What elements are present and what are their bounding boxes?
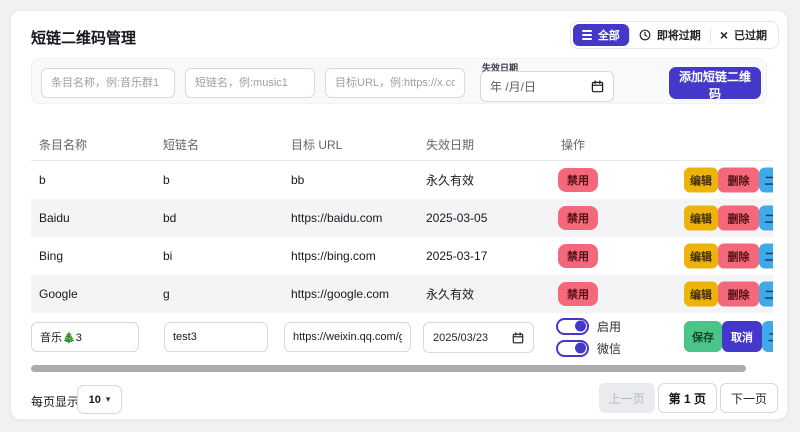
tab-all-label: 全部 [597, 30, 620, 42]
edit-url-input[interactable] [284, 322, 411, 352]
edit-button[interactable]: 编辑 [684, 167, 718, 193]
col-entry-name: 条目名称 [39, 138, 88, 152]
tab-expiring[interactable]: 即将过期 [630, 24, 710, 46]
entry-name: Baidu [39, 211, 70, 225]
disable-button[interactable]: 禁用 [558, 282, 598, 306]
qrcode-button[interactable]: 二维码 [759, 281, 773, 307]
target-url: https://bing.com [291, 249, 376, 263]
calendar-icon [512, 331, 524, 344]
enable-toggle[interactable]: 启用 [556, 315, 621, 337]
save-button[interactable]: 保存 [684, 321, 722, 352]
expiry-date: 永久有效 [426, 287, 475, 302]
tab-all[interactable]: 全部 [572, 24, 629, 46]
inline-edit-row: 2025/03/23 启用 微信 保存 取消 二维码 [31, 313, 773, 361]
edit-button[interactable]: 编辑 [684, 243, 718, 269]
toggle-on-icon [556, 339, 589, 357]
wechat-toggle-label: 微信 [597, 341, 622, 356]
enable-toggle-label: 启用 [597, 319, 622, 334]
filter-tabs: 全部 即将过期 × 已过期 [569, 21, 779, 49]
entry-name-input[interactable] [41, 68, 175, 98]
divider [628, 27, 630, 43]
clock-icon [639, 29, 651, 41]
entry-name: b [39, 173, 46, 187]
current-page-indicator: 第 1 页 [657, 383, 717, 413]
tab-expiring-label: 即将过期 [656, 30, 701, 42]
col-slug: 短链名 [163, 138, 200, 152]
scrollbar-thumb[interactable] [31, 365, 746, 372]
qrcode-button[interactable]: 二维码 [759, 167, 773, 193]
horizontal-scrollbar [31, 365, 773, 373]
entry-name: Google [39, 287, 78, 301]
delete-button[interactable]: 删除 [718, 167, 759, 193]
page-title: 短链二维码管理 [31, 30, 137, 47]
target-url-input[interactable] [325, 68, 465, 98]
row-actions: 编辑 删除 二维码 [684, 167, 773, 193]
menu-icon [581, 30, 592, 40]
shortlink-table: 条目名称 短链名 目标 URL 失效日期 操作 b b bb 永久有效 禁用 编… [31, 126, 773, 361]
prev-page-button[interactable]: 上一页 [598, 383, 655, 413]
tab-expired[interactable]: × 已过期 [711, 24, 776, 46]
table-row: b b bb 永久有效 禁用 编辑 删除 二维码 [31, 161, 773, 199]
add-form-bar: 失效日期 年 /月/日 添加短链二维码 [31, 58, 767, 104]
edit-actions: 保存 取消 二维码 [684, 321, 773, 352]
wechat-toggle[interactable]: 微信 [556, 337, 621, 359]
target-url: https://baidu.com [291, 211, 383, 225]
edit-toggles: 启用 微信 [556, 315, 621, 359]
edit-slug-input[interactable] [164, 322, 268, 352]
delete-button[interactable]: 删除 [718, 243, 759, 269]
tab-expired-label: 已过期 [734, 30, 767, 42]
slug-input[interactable] [185, 68, 315, 98]
per-page-select[interactable]: 10 ▾ [77, 385, 122, 414]
col-target-url: 目标 URL [291, 138, 343, 152]
row-actions: 编辑 删除 二维码 [684, 281, 773, 307]
add-shortlink-button[interactable]: 添加短链二维码 [669, 67, 761, 101]
table-row: Google g https://google.com 永久有效 禁用 编辑 删… [31, 275, 773, 313]
toggle-on-icon [556, 317, 589, 335]
target-url: https://google.com [291, 287, 390, 301]
slug: bi [163, 249, 173, 263]
disable-button[interactable]: 禁用 [558, 244, 598, 268]
qrcode-button[interactable]: 二维码 [759, 243, 773, 269]
col-expiry: 失效日期 [426, 138, 475, 152]
target-url: bb [291, 173, 305, 187]
edit-date-input[interactable]: 2025/03/23 [423, 322, 534, 353]
col-actions: 操作 [561, 138, 586, 152]
disable-button[interactable]: 禁用 [558, 168, 598, 192]
expiry-date-input[interactable]: 年 /月/日 [480, 71, 614, 102]
per-page-value: 10 [88, 393, 101, 406]
edit-button[interactable]: 编辑 [684, 281, 718, 307]
delete-button[interactable]: 删除 [718, 281, 759, 307]
expiry-date: 2025-03-05 [426, 211, 488, 225]
edit-name-input[interactable] [31, 322, 139, 352]
expiry-date-label: 失效日期 [482, 63, 519, 73]
slug: g [163, 287, 170, 301]
expiry-date: 永久有效 [426, 173, 475, 188]
entry-name: Bing [39, 249, 64, 263]
table-row: Bing bi https://bing.com 2025-03-17 禁用 编… [31, 237, 773, 275]
cancel-button[interactable]: 取消 [722, 321, 762, 352]
disable-button[interactable]: 禁用 [558, 206, 598, 230]
edit-button[interactable]: 编辑 [684, 205, 718, 231]
slug: b [163, 173, 170, 187]
divider [709, 27, 711, 43]
qrcode-button[interactable]: 二维码 [759, 205, 773, 231]
close-icon: × [719, 27, 728, 43]
pagination: 上一页 第 1 页 下一页 [598, 383, 778, 413]
calendar-icon [591, 80, 604, 93]
per-page-label: 每页显示: [31, 395, 83, 409]
qrcode-button[interactable]: 二维码 [762, 321, 773, 352]
delete-button[interactable]: 删除 [718, 205, 759, 231]
table-row: Baidu bd https://baidu.com 2025-03-05 禁用… [31, 199, 773, 237]
row-actions: 编辑 删除 二维码 [684, 205, 773, 231]
date-placeholder: 年 /月/日 [490, 80, 537, 94]
table-header: 条目名称 短链名 目标 URL 失效日期 操作 [31, 126, 773, 161]
expiry-date: 2025-03-17 [426, 249, 488, 263]
date-value: 2025/03/23 [433, 331, 489, 344]
main-card: 短链二维码管理 全部 即将过期 × 已过期 失效日期 年 /月/日 [10, 10, 788, 420]
next-page-button[interactable]: 下一页 [719, 383, 778, 413]
chevron-down-icon: ▾ [105, 394, 111, 404]
slug: bd [163, 211, 177, 225]
row-actions: 编辑 删除 二维码 [684, 243, 773, 269]
